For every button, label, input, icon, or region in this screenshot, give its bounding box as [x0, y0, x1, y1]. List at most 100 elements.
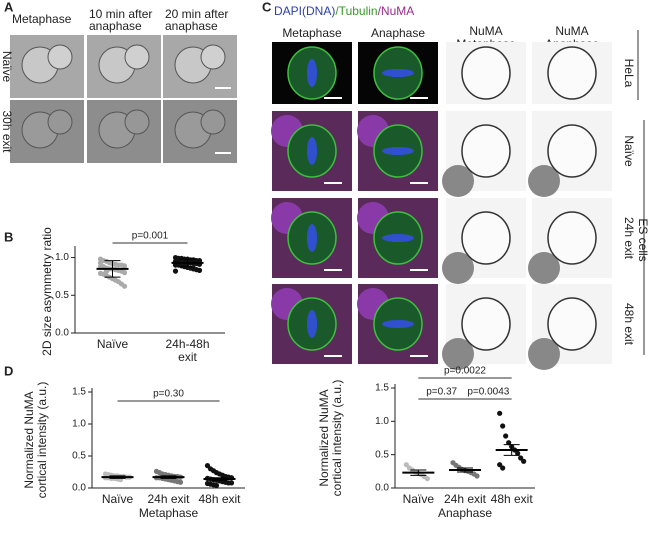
y-tick-label: 1.0 [55, 252, 69, 263]
cell [547, 124, 597, 178]
panel-label: D [4, 363, 13, 378]
chromosomes [307, 224, 317, 252]
x-tick-label: 24h exit [147, 492, 190, 506]
x-tick-label: 24h-48h [165, 337, 209, 351]
dot [177, 479, 184, 485]
panel-label: A [4, 0, 14, 14]
cell [200, 44, 226, 70]
chromosomes [307, 310, 317, 338]
column-header: Metaphase [282, 26, 342, 40]
x-tick-label: Naïve [102, 492, 134, 506]
dot [506, 440, 512, 446]
chromosomes [307, 137, 317, 165]
dot [196, 267, 203, 273]
dot [518, 455, 524, 461]
column-header: 20 min after [165, 7, 228, 21]
stain-tubulin: /Tubulin [335, 4, 377, 18]
panel-label: B [4, 229, 13, 244]
y-axis-label: Normalized NuMA [22, 391, 36, 488]
dot [497, 410, 503, 416]
p-value: p=0.30 [153, 389, 184, 400]
dot [497, 462, 503, 468]
dot [515, 450, 521, 456]
dot [121, 283, 128, 289]
nucleus [528, 165, 560, 197]
nucleus [442, 165, 474, 197]
cell [461, 124, 511, 178]
nucleus [528, 252, 560, 284]
y-axis-label: Normalized NuMA [317, 389, 331, 486]
row-label: 30h exit [0, 110, 14, 153]
x-tick-label: 24h exit [444, 492, 487, 506]
chromosomes [307, 59, 317, 87]
nucleus [528, 338, 560, 370]
column-header: 10 min after [89, 7, 152, 21]
cell [124, 109, 150, 135]
dot [213, 482, 220, 489]
error-bar [211, 477, 228, 481]
dot [97, 260, 104, 266]
row-label: 24h exit [622, 217, 636, 260]
column-header: Anaphase [371, 26, 425, 40]
stain-numa: /NuMA [378, 4, 415, 18]
column-header: NuMA [469, 24, 502, 38]
dot [474, 473, 480, 479]
error-bar [104, 260, 121, 278]
row-label: 48h exit [622, 303, 636, 346]
stain-dapi: DAPI(DNA) [274, 4, 335, 18]
x-tick-label: 48h exit [198, 492, 241, 506]
dot [503, 433, 509, 439]
stain-legend: DAPI(DNA)/Tubulin/NuMA [274, 4, 414, 18]
error-bar [109, 475, 126, 479]
dot [121, 263, 128, 269]
column-header: Metaphase [12, 12, 72, 26]
y-tick-label: 0.5 [55, 290, 69, 301]
y-tick-label: 0.0 [55, 328, 69, 339]
p-value: p=0.001 [132, 231, 169, 242]
row-label: Naïve [622, 135, 636, 167]
y-tick-label: 0.5 [72, 451, 86, 462]
column-header: anaphase [165, 19, 218, 33]
nucleus [442, 338, 474, 370]
y-tick-label: 1.0 [375, 416, 389, 427]
cell [200, 109, 226, 135]
y-tick-label: 1.5 [375, 383, 389, 394]
x-tick-label: 48h exit [491, 492, 534, 506]
panel-label: C [262, 0, 272, 14]
dot [521, 458, 527, 464]
p-value: p=0.0022 [444, 366, 486, 377]
chromosomes [382, 147, 414, 155]
nucleus [442, 252, 474, 284]
error-bar [503, 444, 520, 456]
y-tick-label: 0.0 [375, 483, 389, 494]
p-value: p=0.0043 [467, 387, 509, 398]
chromosomes [382, 69, 414, 77]
y-tick-label: 1.0 [72, 419, 86, 430]
x-axis-label: Anaphase [438, 506, 492, 520]
dot [228, 480, 235, 486]
row-label: HeLa [622, 59, 636, 88]
y-axis-label: cortical intensity (a.u.) [35, 382, 49, 499]
dot [424, 476, 430, 482]
dot [403, 462, 409, 468]
cell [461, 211, 511, 265]
dot [500, 423, 506, 429]
dot [500, 465, 506, 471]
error-bar [410, 469, 427, 476]
dot [172, 268, 179, 274]
error-bar [457, 467, 473, 473]
y-axis-label: cortical intensity (a.u.) [330, 380, 344, 497]
x-tick-label: exit [178, 350, 197, 364]
y-tick-label: 0.0 [72, 483, 86, 494]
cell [461, 297, 511, 351]
cell [547, 211, 597, 265]
row-label: Naïve [0, 51, 14, 83]
cell [47, 44, 73, 70]
error-bar [179, 258, 196, 268]
y-tick-label: 0.5 [375, 449, 389, 460]
dot [121, 270, 128, 276]
x-tick-label: Naïve [97, 337, 129, 351]
x-axis-label: Metaphase [139, 506, 199, 520]
group-label: ES cells [636, 218, 650, 261]
